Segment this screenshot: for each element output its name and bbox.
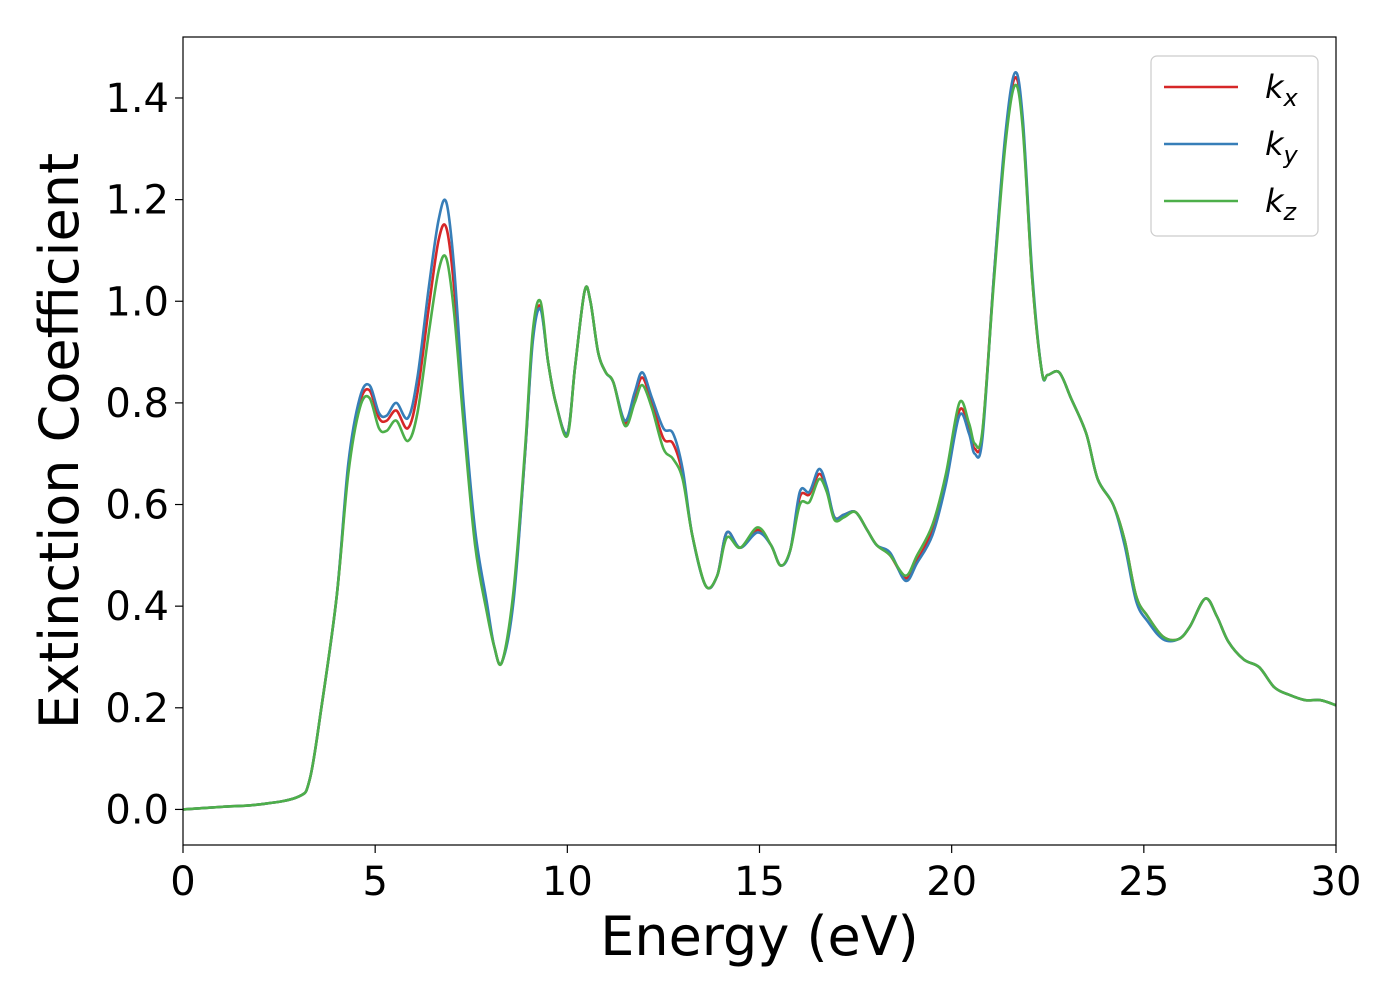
legend-label-subscript: y bbox=[1283, 141, 1299, 169]
y-tick-label: 1.4 bbox=[105, 76, 169, 122]
legend-label-main: k bbox=[1265, 68, 1285, 106]
x-tick-label: 30 bbox=[1311, 859, 1362, 905]
y-tick-label: 0.2 bbox=[105, 686, 169, 732]
y-tick-label: 1.0 bbox=[105, 279, 169, 325]
x-axis-ticks: 0 5 10 15 20 25 30 bbox=[170, 845, 1361, 905]
y-axis-ticks: 0.0 0.2 0.4 0.6 0.8 1.0 1.2 1.4 bbox=[105, 76, 183, 833]
y-tick-label: 0.0 bbox=[105, 787, 169, 833]
x-tick-label: 10 bbox=[542, 859, 593, 905]
y-tick-label: 1.2 bbox=[105, 178, 169, 224]
x-axis-title: Energy (eV) bbox=[600, 905, 919, 968]
legend-label: ky bbox=[1265, 125, 1299, 169]
x-tick-label: 5 bbox=[362, 859, 387, 905]
legend-item-ky: ky bbox=[1164, 125, 1299, 169]
legend-box bbox=[1150, 55, 1319, 237]
x-tick-label: 0 bbox=[170, 859, 195, 905]
legend-label: kz bbox=[1265, 182, 1298, 226]
legend-label-main: k bbox=[1265, 125, 1285, 163]
x-tick-label: 15 bbox=[734, 859, 785, 905]
legend-item-kx: kx bbox=[1164, 68, 1299, 112]
y-tick-label: 0.6 bbox=[105, 483, 169, 529]
legend-label-subscript: z bbox=[1283, 198, 1298, 226]
y-tick-label: 0.8 bbox=[105, 381, 169, 427]
legend-item-kz: kz bbox=[1164, 182, 1298, 226]
legend-label-subscript: x bbox=[1283, 84, 1299, 112]
y-tick-label: 0.4 bbox=[105, 584, 169, 630]
series-line-kz bbox=[182, 83, 1337, 811]
legend-label: kx bbox=[1265, 68, 1299, 112]
x-tick-label: 20 bbox=[926, 859, 977, 905]
series-layer bbox=[182, 71, 1337, 811]
y-axis-title: Extinction Coefficient bbox=[28, 153, 91, 729]
x-tick-label: 25 bbox=[1118, 859, 1169, 905]
legend-label-main: k bbox=[1265, 182, 1285, 220]
